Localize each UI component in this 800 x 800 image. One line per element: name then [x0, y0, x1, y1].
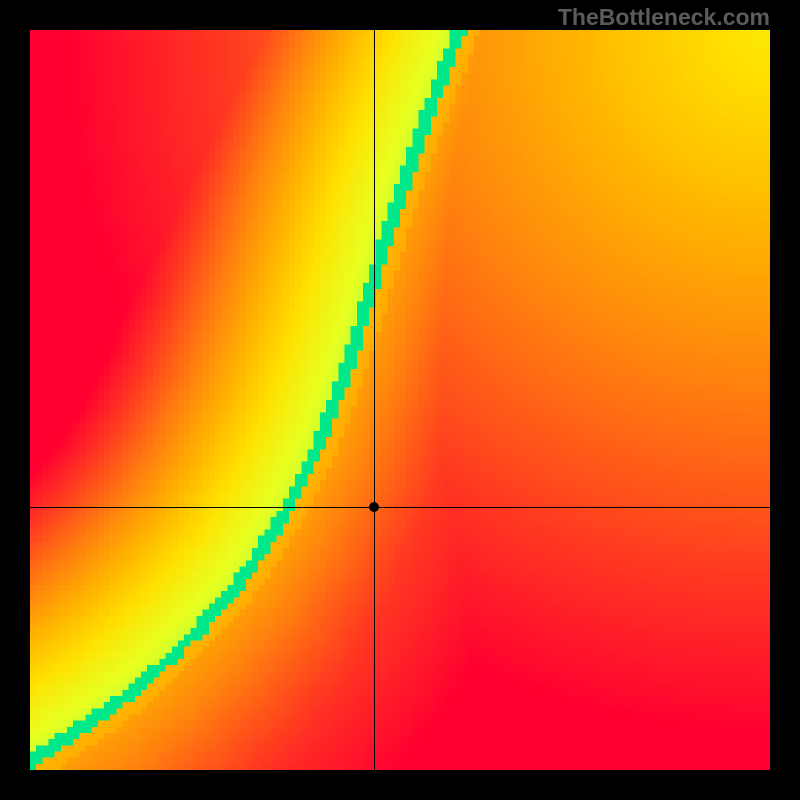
chart-container: TheBottleneck.com: [0, 0, 800, 800]
crosshair-point: [369, 502, 379, 512]
crosshair-horizontal: [30, 507, 770, 508]
watermark-text: TheBottleneck.com: [558, 4, 770, 31]
heatmap-canvas: [30, 30, 770, 770]
crosshair-vertical: [374, 30, 375, 770]
